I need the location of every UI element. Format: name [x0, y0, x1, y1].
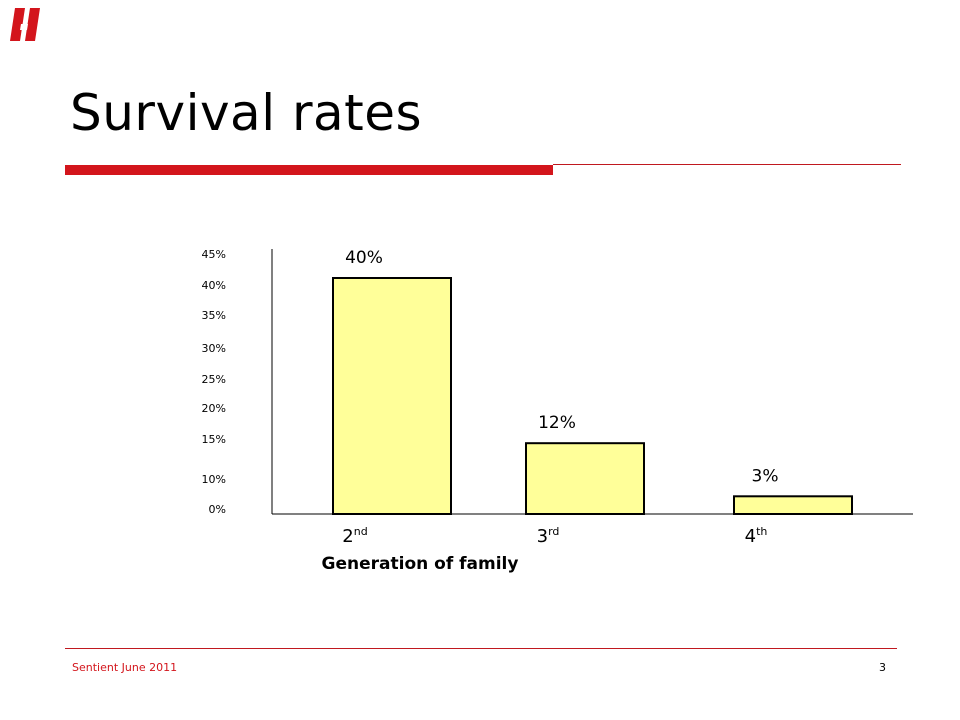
data-labels: 40% 12% 3% — [345, 248, 778, 486]
y-tick-label: 20% — [202, 402, 226, 415]
bar-2nd — [332, 277, 452, 515]
y-tick-label: 45% — [202, 248, 226, 261]
footer-text: Sentient June 2011 — [72, 661, 178, 674]
y-tick-label: 25% — [202, 373, 226, 386]
y-tick-label: 30% — [202, 342, 226, 355]
y-axis-ticks: 45% 40% 35% 30% 25% 20% 15% 10% 0% — [202, 248, 226, 516]
brand-logo — [10, 8, 40, 41]
y-tick-label: 40% — [202, 279, 226, 292]
slide-title: Survival rates — [70, 84, 423, 142]
y-tick-label: 0% — [209, 503, 226, 516]
bar-4th — [733, 495, 853, 515]
bar-3rd — [525, 442, 645, 516]
x-axis-categories: 2nd 3rd 4th — [342, 525, 767, 547]
footer-divider — [65, 648, 897, 649]
x-category-label: 3rd — [537, 525, 560, 547]
x-category-label: 2nd — [342, 525, 367, 547]
x-axis-title: Generation of family — [322, 554, 519, 574]
page-number: 3 — [879, 661, 886, 674]
title-underline-thick — [65, 165, 553, 175]
data-label: 40% — [345, 248, 383, 268]
y-tick-label: 15% — [202, 433, 226, 446]
data-label: 12% — [538, 413, 576, 433]
bars — [332, 277, 853, 516]
y-tick-label: 10% — [202, 473, 226, 486]
title-underline-thin — [553, 164, 901, 165]
data-label: 3% — [752, 466, 779, 486]
x-category-label: 4th — [745, 525, 768, 547]
y-tick-label: 35% — [202, 309, 226, 322]
